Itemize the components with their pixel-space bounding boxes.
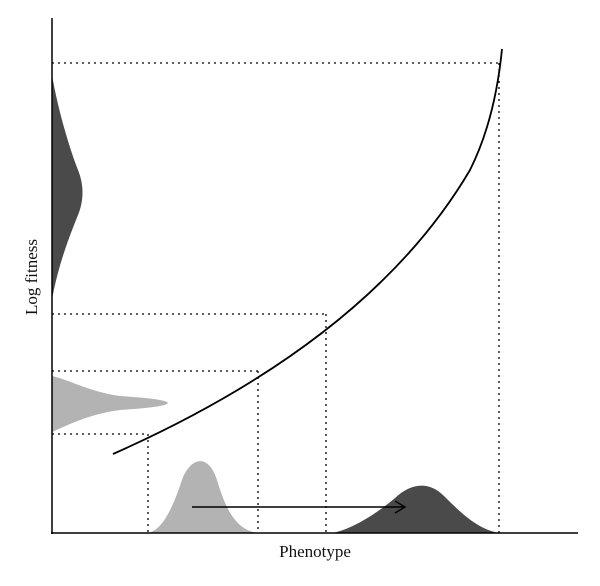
y-axis-label: Log fitness <box>22 239 41 315</box>
initial-fitness-distribution <box>52 376 168 432</box>
fitness-curve <box>112 48 503 455</box>
initial-phenotype-distribution <box>148 461 258 533</box>
horizontal-guide-lines <box>52 62 499 435</box>
right-arrow-icon <box>192 500 407 514</box>
x-axis-label: Phenotype <box>279 542 351 561</box>
vertical-guide-lines <box>147 63 500 533</box>
axes <box>51 18 578 534</box>
shifted-fitness-distribution <box>52 75 83 300</box>
shifted-phenotype-distribution <box>332 485 500 533</box>
